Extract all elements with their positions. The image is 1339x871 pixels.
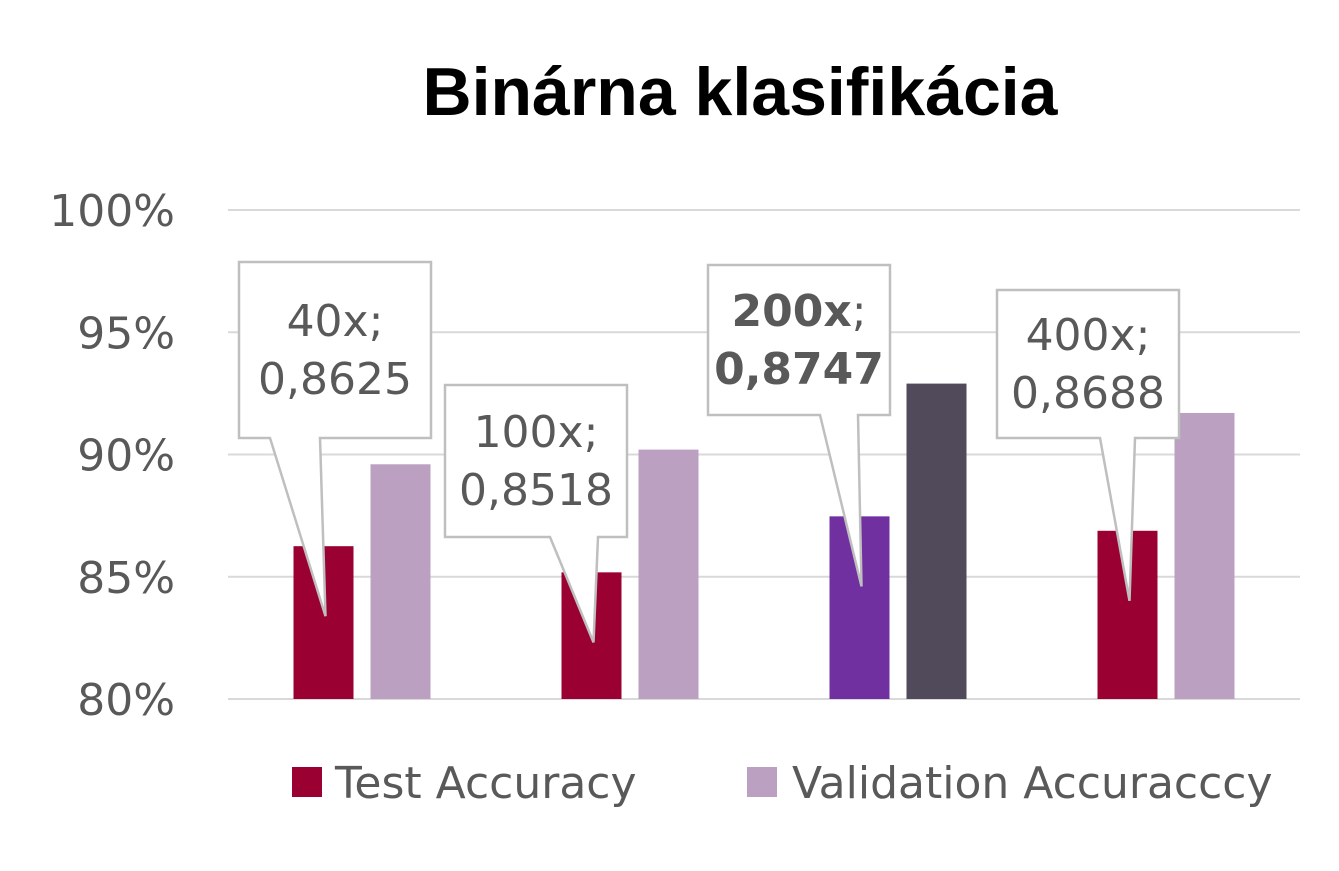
callout-line-2: 0,8625 [258,354,412,405]
y-tick-label: 85% [77,553,175,604]
callout-line-1: 40x; [287,296,384,347]
legend: Test Accuracy Validation Accuracccy [292,758,1273,809]
y-axis-ticks: 80% 85% 90% 95% 100% [49,186,175,726]
legend-label: Validation Accuracccy [792,758,1273,809]
callout-line-1-suffix: ; [852,286,867,337]
y-tick-label: 100% [49,186,175,237]
y-tick-label: 90% [77,431,175,482]
callout-box [995,288,1181,602]
y-tick-label: 80% [77,675,175,726]
legend-label: Test Accuracy [334,758,637,809]
bar-validation-400x [1174,412,1235,699]
chart-title: Binárna klasifikácia [422,54,1058,130]
callout-box [237,260,433,617]
bar-validation-200x [906,383,967,699]
callout-line-1: 200x; [731,286,866,337]
callout-line-1: 100x; [474,407,599,458]
y-tick-label: 95% [77,308,175,359]
bar-validation-100x [638,449,699,699]
callout-line-2: 0,8518 [459,465,613,516]
callout-100x: 100x; 0,8518 [443,383,629,643]
callout-40x: 40x; 0,8625 [237,260,433,617]
callout-line-2: 0,8688 [1011,368,1165,419]
callout-line-1: 400x; [1026,310,1151,361]
callout-200x: 200x; 0,8747 [706,263,892,587]
callout-box [443,383,629,643]
data-label-callouts: 40x; 0,8625 100x; 0,8518 200x; 0,8747 400x; 0,8… [237,260,1181,643]
callout-line-1-bold: 200x [731,286,851,337]
legend-swatch [747,767,777,797]
callout-box [706,263,892,587]
bar-validation-40x [370,464,431,699]
callout-400x: 400x; 0,8688 [995,288,1181,602]
legend-swatch [292,767,322,797]
callout-line-2: 0,8747 [714,344,884,395]
